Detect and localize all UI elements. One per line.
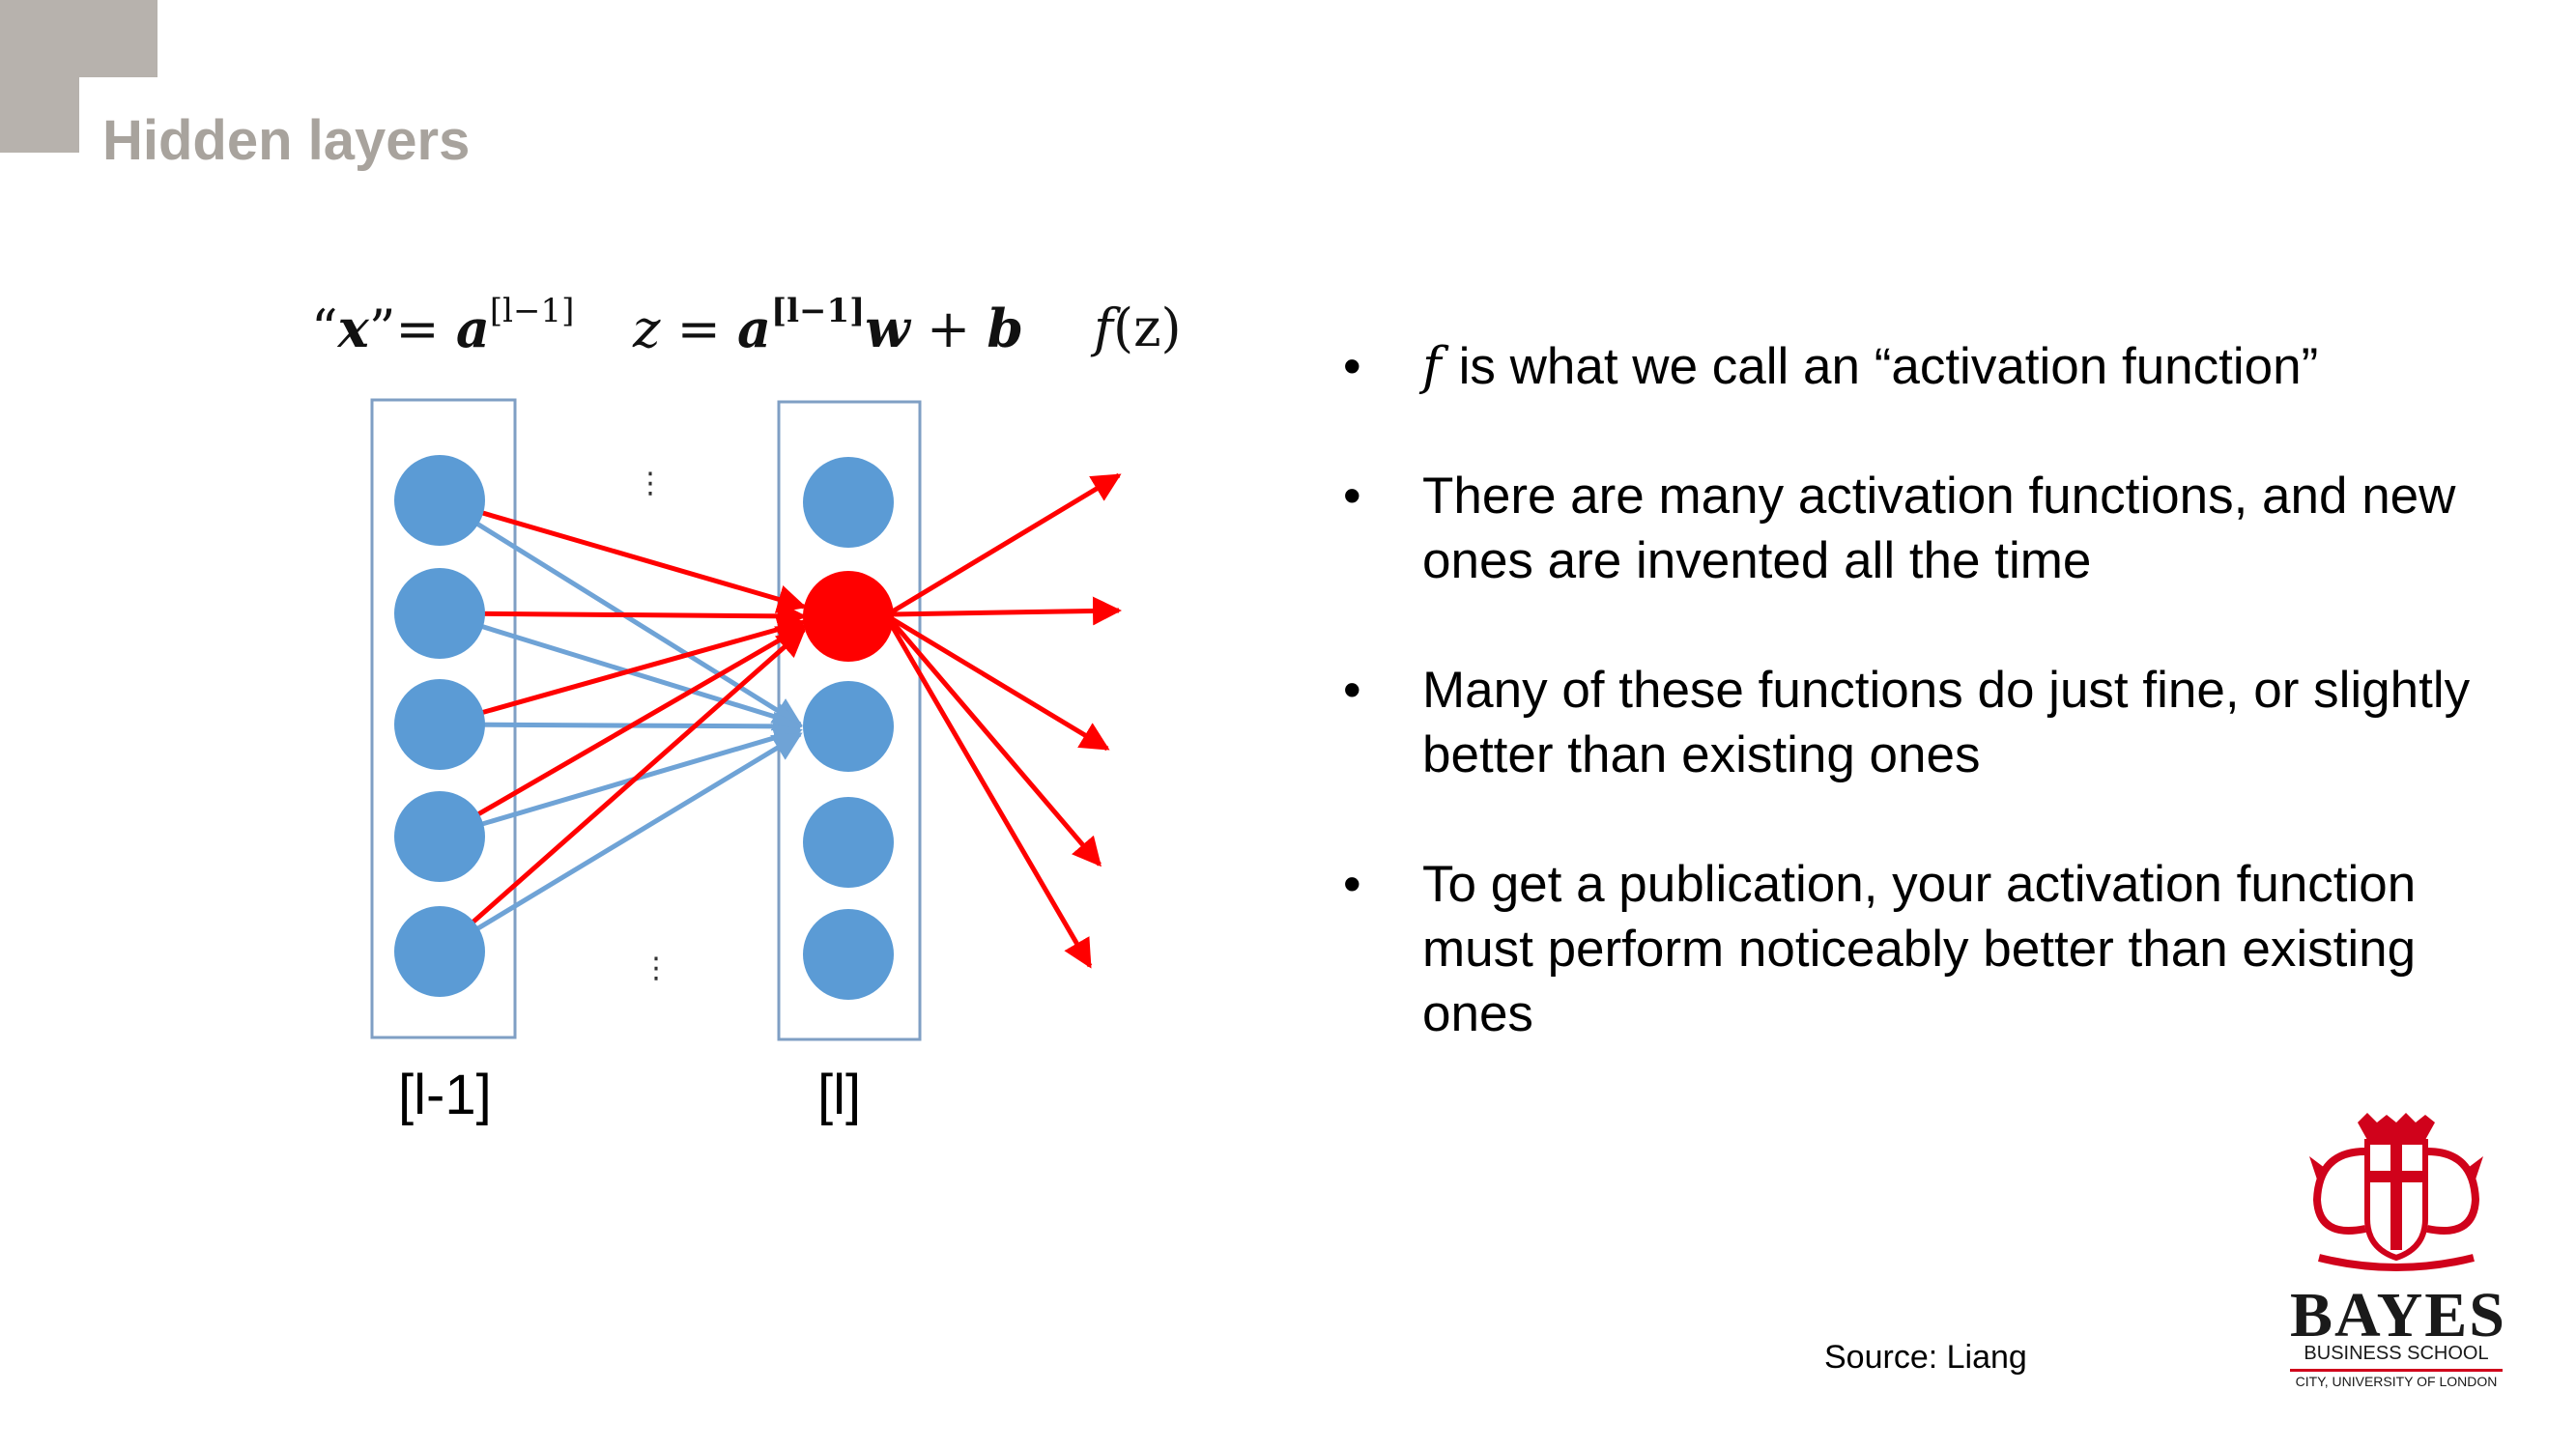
bullet-item: • There are many activation functions, an… <box>1343 464 2503 593</box>
bullet-dot: • <box>1343 856 1361 913</box>
bullet-text: There are many activation functions, and… <box>1422 468 2456 589</box>
node <box>394 568 485 659</box>
bayes-logo: BAYES BUSINESS SCHOOL CITY, UNIVERSITY O… <box>2290 1113 2507 1389</box>
node <box>394 791 485 882</box>
node <box>803 457 894 548</box>
connections-blue <box>438 497 803 954</box>
f-symbol: f <box>1422 337 1442 396</box>
slide-title: Hidden layers <box>102 109 471 172</box>
layer-label-previous: [l-1] <box>398 1064 492 1126</box>
node <box>394 906 485 997</box>
corner-decoration <box>0 0 79 153</box>
node <box>803 681 894 772</box>
bullet-text: is what we call an “activation function” <box>1458 338 2319 395</box>
node <box>803 909 894 1000</box>
bullet-dot: • <box>1343 468 1361 525</box>
bullet-list: • f is what we call an “activation functio… <box>1343 334 2503 1111</box>
bullet-item: • Many of these functions do just fine, o… <box>1343 658 2503 787</box>
bullet-item: • f is what we call an “activation functio… <box>1343 334 2503 399</box>
nodes-previous-layer <box>394 455 485 997</box>
output-arrows <box>888 472 1122 969</box>
bullet-dot: • <box>1343 338 1361 395</box>
formula-linear: z = a[l−1]w + b <box>633 292 1024 359</box>
nodes-current-layer <box>803 457 894 1000</box>
ellipsis-top: ⋮ <box>636 467 665 500</box>
bullet-text: Many of these functions do just fine, or… <box>1422 662 2471 783</box>
node <box>394 679 485 770</box>
bullet-text: To get a publication, your activation fu… <box>1422 856 2417 1042</box>
source-note: Source: Liang <box>1824 1339 2027 1376</box>
node <box>803 797 894 888</box>
layer-box-previous <box>370 398 517 1039</box>
logo-wordmark: BAYES <box>2290 1280 2507 1350</box>
bullet-dot: • <box>1343 662 1361 719</box>
node-highlighted <box>803 571 894 662</box>
formula-input: “x”= a[l−1] <box>311 292 575 359</box>
connections-red <box>438 497 807 953</box>
formula-activation: f(z) <box>1094 298 1182 358</box>
crest-icon <box>2309 1113 2483 1271</box>
logo-subtitle: BUSINESS SCHOOL <box>2290 1343 2503 1372</box>
bullet-item: • To get a publication, your activation f… <box>1343 852 2503 1046</box>
layer-label-current: [l] <box>817 1064 862 1126</box>
node <box>394 455 485 546</box>
logo-subtitle-university: CITY, UNIVERSITY OF LONDON <box>2295 1374 2498 1389</box>
ellipsis-bottom: ⋮ <box>642 952 671 985</box>
